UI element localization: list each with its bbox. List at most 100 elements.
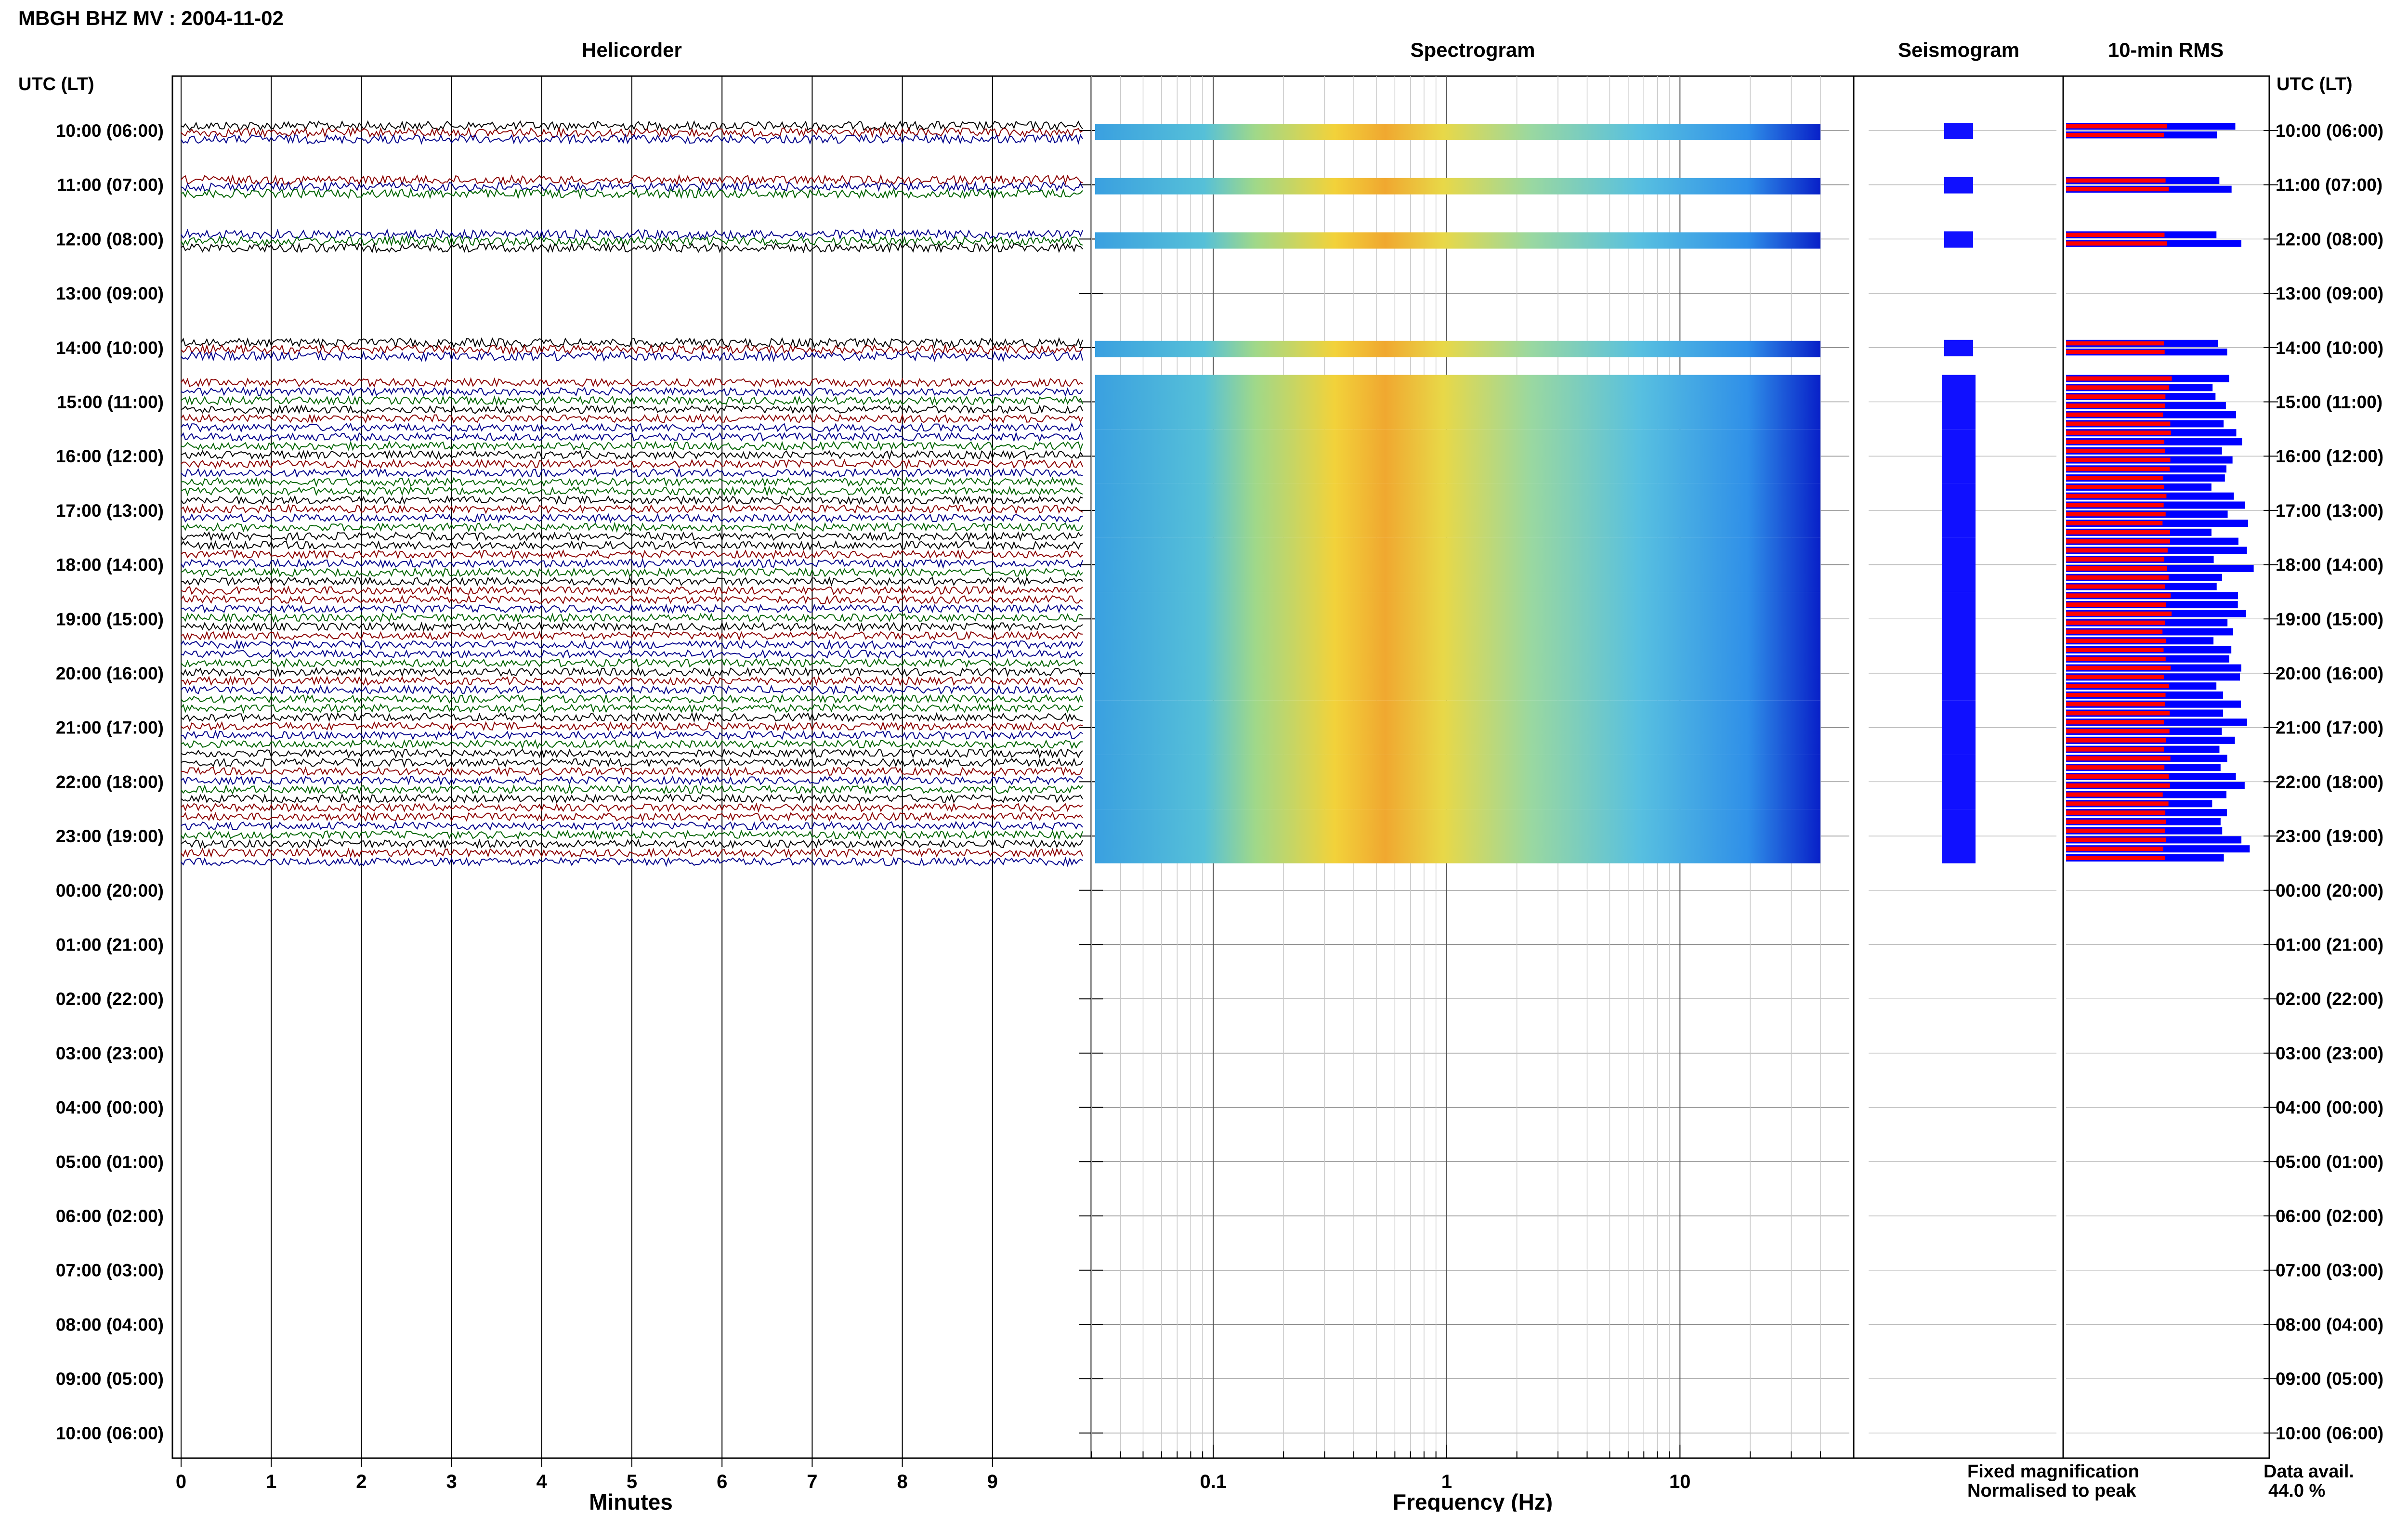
spectrogram-title: Spectrogram bbox=[1410, 39, 1535, 61]
spectrogram-band bbox=[1095, 483, 1820, 538]
hour-tick-label-left: 22:00 (18:00) bbox=[56, 772, 164, 792]
rms-bar-normalised bbox=[2066, 629, 2163, 634]
spectrogram-band bbox=[1095, 124, 1820, 140]
helicorder-trace bbox=[181, 721, 1083, 731]
helicorder-trace bbox=[181, 829, 1083, 840]
helicorder-trace bbox=[181, 477, 1083, 487]
hour-tick-label-right: 18:00 (14:00) bbox=[2276, 555, 2383, 575]
helicorder-trace bbox=[181, 404, 1083, 415]
right-axis-header: UTC (LT) bbox=[2277, 74, 2353, 94]
hour-tick-label-right: 04:00 (00:00) bbox=[2276, 1098, 2383, 1118]
rms-bar-normalised bbox=[2066, 448, 2165, 453]
seismogram-trace bbox=[1942, 809, 1976, 863]
helicorder-trace bbox=[181, 540, 1083, 551]
helicorder-trace bbox=[181, 757, 1083, 768]
helicorder-trace bbox=[181, 676, 1083, 686]
seismogram-trace bbox=[1942, 537, 1976, 592]
rms-bar-normalised bbox=[2066, 593, 2171, 598]
helicorder-trace bbox=[181, 531, 1083, 542]
helicorder-trace bbox=[181, 431, 1083, 443]
left-axis-header: UTC (LT) bbox=[18, 74, 94, 94]
seismogram-trace bbox=[1942, 429, 1976, 483]
spectrogram-band bbox=[1095, 755, 1820, 809]
hour-tick-label-right: 02:00 (22:00) bbox=[2276, 989, 2383, 1009]
minute-tick-label: 0 bbox=[176, 1471, 186, 1492]
rms-bar-normalised bbox=[2066, 548, 2168, 553]
helicorder-trace bbox=[181, 576, 1083, 587]
helicorder-trace bbox=[181, 621, 1083, 632]
spectrogram-band bbox=[1095, 429, 1820, 483]
hour-tick-label-left: 01:00 (21:00) bbox=[56, 935, 164, 955]
helicorder-trace bbox=[181, 811, 1083, 822]
hour-tick-label-right: 16:00 (12:00) bbox=[2276, 446, 2383, 466]
hour-tick-label-right: 11:00 (07:00) bbox=[2276, 175, 2382, 195]
rms-bar-normalised bbox=[2066, 350, 2165, 354]
helicorder-trace bbox=[181, 126, 1083, 139]
helicorder-trace bbox=[181, 504, 1083, 515]
helicorder-trace bbox=[181, 235, 1083, 247]
seismogram-trace bbox=[1942, 483, 1976, 538]
rms-bar-normalised bbox=[2066, 421, 2171, 426]
hour-tick-label-right: 00:00 (20:00) bbox=[2276, 881, 2383, 901]
hour-tick-label-left: 09:00 (05:00) bbox=[56, 1369, 164, 1389]
rms-bar-normalised bbox=[2066, 801, 2169, 806]
frequency-tick-label: 10 bbox=[1669, 1471, 1691, 1492]
helicorder-trace bbox=[181, 793, 1083, 804]
rms-bar-normalised bbox=[2066, 403, 2165, 408]
rms-bar-normalised bbox=[2066, 530, 2170, 535]
rms-bar-normalised bbox=[2066, 575, 2169, 580]
minute-tick-label: 1 bbox=[266, 1471, 276, 1492]
hour-tick-label-right: 22:00 (18:00) bbox=[2276, 772, 2383, 792]
helicorder-traces bbox=[181, 120, 1083, 867]
helicorder-trace bbox=[181, 603, 1083, 614]
rms-bar-normalised bbox=[2066, 476, 2163, 481]
hour-tick-label-left: 07:00 (03:00) bbox=[56, 1261, 164, 1280]
rms-bar-normalised bbox=[2066, 341, 2164, 346]
helicorder-trace bbox=[181, 228, 1083, 240]
rms-bar-normalised bbox=[2066, 756, 2171, 761]
seismogram-title: Seismogram bbox=[1898, 39, 2019, 61]
spectrogram-band bbox=[1095, 340, 1820, 357]
seismogram-trace bbox=[1942, 700, 1976, 755]
tick-labels: 10:00 (06:00) 10:00 (06:00) 11:00 (07:00) 1… bbox=[56, 121, 2383, 1492]
rms-bar-normalised bbox=[2066, 729, 2170, 734]
helicorder-trace bbox=[181, 856, 1083, 867]
helicorder-trace bbox=[181, 522, 1083, 533]
rms-bar-normalised bbox=[2066, 132, 2164, 137]
hour-tick-label-left: 21:00 (17:00) bbox=[56, 718, 164, 738]
rms-bar-normalised bbox=[2066, 412, 2163, 417]
rms-bar-normalised bbox=[2066, 738, 2166, 743]
helicorder-trace bbox=[181, 802, 1083, 813]
hour-tick-label-left: 18:00 (14:00) bbox=[56, 555, 164, 575]
seismogram-traces bbox=[1942, 123, 1976, 863]
seismogram-trace bbox=[1942, 646, 1976, 701]
seismogram-trace bbox=[1944, 231, 1973, 248]
rms-bar-normalised bbox=[2066, 431, 2171, 435]
rms-bar-normalised bbox=[2066, 810, 2166, 815]
seismogram-trace bbox=[1942, 755, 1976, 809]
helicorder-trace bbox=[181, 585, 1083, 596]
helicorder-trace bbox=[181, 377, 1083, 388]
rms-bar-normalised bbox=[2066, 124, 2167, 129]
rms-bar-normalised bbox=[2066, 187, 2169, 192]
data-avail-value: 44.0 % bbox=[2268, 1481, 2325, 1501]
page-title: MBGH BHZ MV : 2004-11-02 bbox=[18, 7, 284, 29]
hour-tick-label-right: 05:00 (01:00) bbox=[2276, 1152, 2383, 1172]
hour-tick-label-left: 23:00 (19:00) bbox=[56, 826, 164, 846]
helicorder-trace bbox=[181, 848, 1083, 858]
helicorder-trace bbox=[181, 639, 1083, 650]
hour-tick-label-right: 03:00 (23:00) bbox=[2276, 1044, 2383, 1063]
seismogram-trace bbox=[1942, 375, 1976, 430]
minute-tick-label: 7 bbox=[807, 1471, 817, 1492]
hour-tick-label-left: 12:00 (08:00) bbox=[56, 229, 164, 249]
rms-bar-normalised bbox=[2066, 385, 2169, 390]
rms-bar-normalised bbox=[2066, 439, 2165, 444]
seismogram-trace bbox=[1944, 177, 1973, 194]
minute-tick-label: 4 bbox=[537, 1471, 548, 1492]
rms-bar-normalised bbox=[2066, 837, 2166, 842]
helicorder-trace bbox=[181, 766, 1083, 777]
rms-bar-normalised bbox=[2066, 521, 2163, 526]
helicorder-trace bbox=[181, 350, 1083, 363]
rms-bar-normalised bbox=[2066, 611, 2172, 616]
